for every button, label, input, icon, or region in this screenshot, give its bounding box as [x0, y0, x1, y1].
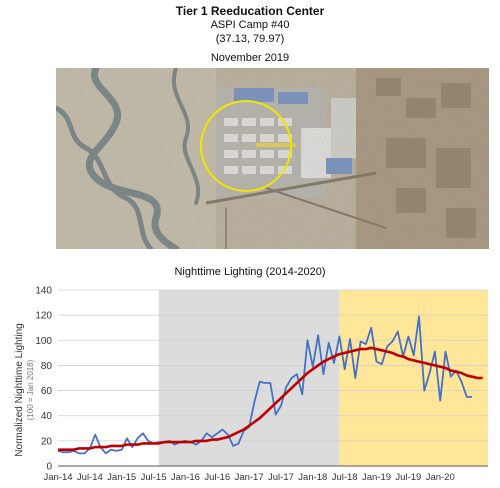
y-axis-label-note: (100 = Jan 2018) — [26, 359, 35, 420]
chart-title: Nighttime Lighting (2014-2020) — [174, 266, 325, 278]
x-axis-ticks: Jan-14 Jul-14 Jan-15 Jul-15 Jan-16 Jul-16 Jan-… — [43, 472, 454, 483]
x-tick-label: Jan-14 — [43, 472, 72, 483]
x-tick-label: Jul-16 — [204, 472, 230, 483]
x-tick-label: Jul-14 — [77, 472, 103, 483]
period-bands — [158, 290, 488, 466]
nighttime-lighting-chart: Nighttime Lighting (2014-2020) 0 20 40 60 80… — [14, 266, 488, 483]
period-band-1 — [339, 290, 488, 466]
x-tick-label: Jan-18 — [298, 472, 327, 483]
camp-coordinates: (37.13, 79.97) — [215, 33, 285, 45]
x-tick-label: Jul-19 — [395, 472, 421, 483]
y-tick-label: 40 — [41, 411, 53, 422]
x-tick-label: Jul-17 — [268, 472, 294, 483]
x-tick-label: Jul-15 — [141, 472, 167, 483]
x-tick-label: Jul-18 — [332, 472, 358, 483]
y-tick-label: 100 — [35, 336, 52, 347]
satellite-image — [56, 68, 489, 249]
y-tick-label: 20 — [41, 436, 53, 447]
y-tick-label: 140 — [35, 286, 52, 297]
camp-title: Tier 1 Reeducation Center — [175, 4, 325, 18]
x-tick-label: Jan-20 — [426, 472, 455, 483]
series-lines — [57, 315, 483, 455]
y-tick-label: 80 — [41, 361, 53, 372]
image-date: November 2019 — [210, 52, 290, 64]
y-tick-label: 120 — [35, 311, 52, 322]
x-tick-label: Jan-17 — [235, 472, 264, 483]
period-band-0 — [158, 290, 340, 466]
x-tick-label: Jan-16 — [171, 472, 200, 483]
highlight-circle — [200, 100, 292, 192]
x-tick-label: Jan-19 — [362, 472, 391, 483]
y-tick-label: 60 — [41, 386, 53, 397]
series-line-1 — [58, 346, 483, 451]
y-axis-label: Normalized Nighttime Lighting — [14, 323, 25, 456]
y-axis-ticks: 0 20 40 60 80 100 120 140 — [35, 286, 52, 473]
camp-subtitle: ASPI Camp #40 — [210, 19, 290, 31]
y-tick-label: 0 — [46, 462, 52, 473]
x-tick-label: Jan-15 — [107, 472, 136, 483]
